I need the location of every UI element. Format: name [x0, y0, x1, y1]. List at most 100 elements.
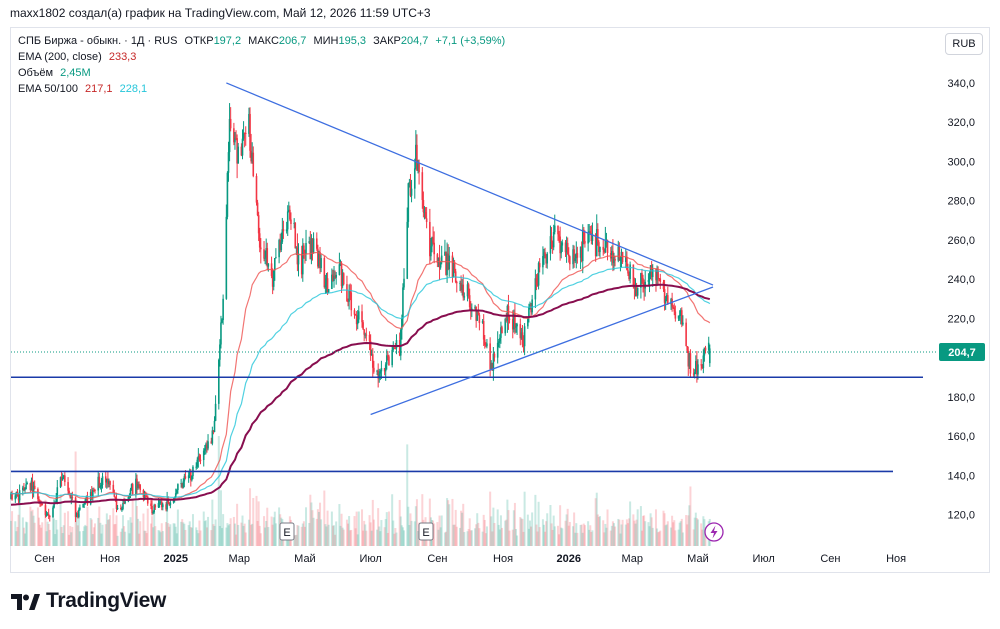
candle-body — [160, 501, 163, 508]
legend-ema50100-row[interactable]: EMA 50/100 217,1 228,1 — [18, 81, 505, 97]
tradingview-logo[interactable]: TradingView — [10, 589, 166, 613]
volume-bar — [685, 515, 688, 546]
candle-body — [417, 164, 419, 171]
volume-bar — [507, 510, 510, 546]
candle-body — [387, 355, 389, 357]
candle-body — [109, 481, 111, 485]
candle-body — [90, 491, 93, 498]
candle-body — [226, 172, 229, 217]
volume-bar — [677, 529, 680, 546]
candle-body — [459, 282, 461, 284]
candle-body — [529, 305, 531, 307]
volume-bar — [361, 509, 364, 546]
volume-bar — [207, 516, 210, 546]
event-marker-1[interactable]: E — [279, 522, 295, 541]
volume-bar — [701, 529, 704, 546]
volume-bar — [138, 533, 141, 546]
volume-bar — [294, 535, 297, 546]
candle-body — [138, 484, 140, 486]
candle-body — [251, 152, 253, 162]
volume-bar — [647, 522, 650, 546]
currency-button[interactable]: RUB — [945, 33, 983, 55]
y-axis-label: 300,0 — [947, 156, 975, 168]
lightning-icon[interactable] — [704, 522, 724, 542]
candle-body — [218, 359, 220, 404]
volume-bar — [217, 436, 220, 546]
candle-body — [485, 345, 487, 347]
ema200-label[interactable]: EMA (200, close) — [18, 51, 102, 63]
volume-bar — [324, 524, 327, 546]
candle-body — [340, 263, 343, 287]
candle-body — [497, 341, 500, 343]
volume-bar — [357, 511, 360, 546]
volume-bar — [129, 517, 132, 546]
candle-body — [692, 373, 695, 375]
candle-body — [295, 247, 298, 249]
volume-bar — [282, 535, 285, 546]
volume-bar — [169, 524, 172, 546]
volume-bar — [477, 522, 480, 546]
candle-body — [641, 273, 643, 279]
volume-bar — [16, 526, 19, 546]
legend-ema200-row[interactable]: EMA (200, close) 233,3 — [18, 49, 505, 65]
candle-body — [402, 287, 404, 319]
volume-bar — [17, 514, 20, 546]
volume-bar — [302, 521, 305, 546]
volume-bar — [195, 527, 198, 546]
symbol-label[interactable]: СПБ Биржа - обыкн. · 1Д · RUS — [18, 35, 178, 47]
candle-body — [536, 284, 539, 286]
volume-bar — [175, 533, 178, 546]
volume-bar — [166, 503, 169, 546]
volume-bar — [257, 501, 260, 546]
volume-bar — [496, 509, 499, 546]
candle-body — [25, 484, 27, 490]
volume-bar — [693, 517, 696, 546]
volume-bar — [251, 523, 254, 546]
volume-bar — [90, 519, 93, 546]
volume-bar — [258, 525, 261, 546]
volume-bar — [541, 519, 544, 546]
candle-body — [376, 370, 378, 372]
y-axis-label: 140,0 — [947, 470, 975, 482]
candle-body — [342, 273, 345, 285]
volume-bar — [338, 504, 341, 546]
ema50100-label[interactable]: EMA 50/100 — [18, 83, 78, 95]
candle-body — [177, 484, 179, 491]
volume-bar — [406, 444, 409, 546]
volume-bar — [497, 524, 500, 546]
candle-body — [75, 513, 78, 517]
candle-body — [131, 484, 134, 495]
x-axis-label: Мар — [229, 553, 251, 565]
candle-body — [491, 362, 494, 371]
legend-volume-row[interactable]: Объём 2,45M — [18, 65, 505, 81]
candle-body — [410, 188, 413, 196]
candle-body — [407, 183, 410, 222]
volume-bar — [315, 518, 318, 546]
volume-bar — [249, 488, 252, 546]
candle-body — [297, 253, 300, 265]
candle-body — [169, 502, 172, 506]
volume-bar — [135, 505, 138, 546]
candle-body — [68, 490, 70, 495]
volume-bar — [176, 509, 179, 546]
candle-body — [97, 476, 100, 491]
candle-body — [334, 276, 336, 278]
volume-label[interactable]: Объём — [18, 67, 54, 79]
candle-body — [106, 478, 108, 483]
volume-bar — [394, 528, 397, 546]
volume-bar — [236, 503, 239, 546]
candle-body — [235, 137, 237, 139]
candle-body — [619, 258, 622, 261]
volume-bar — [437, 529, 440, 546]
volume-bar — [48, 529, 51, 546]
volume-bar — [23, 533, 26, 546]
volume-bar — [370, 530, 373, 546]
event-marker-2[interactable]: E — [418, 522, 434, 541]
legend-symbol-row[interactable]: СПБ Биржа - обыкн. · 1Д · RUS ОТКР197,2 … — [18, 33, 505, 49]
volume-bar — [704, 527, 707, 546]
candle-body — [385, 355, 388, 365]
candle-body — [354, 314, 357, 316]
volume-bar — [596, 514, 599, 546]
candle-body — [588, 231, 591, 233]
